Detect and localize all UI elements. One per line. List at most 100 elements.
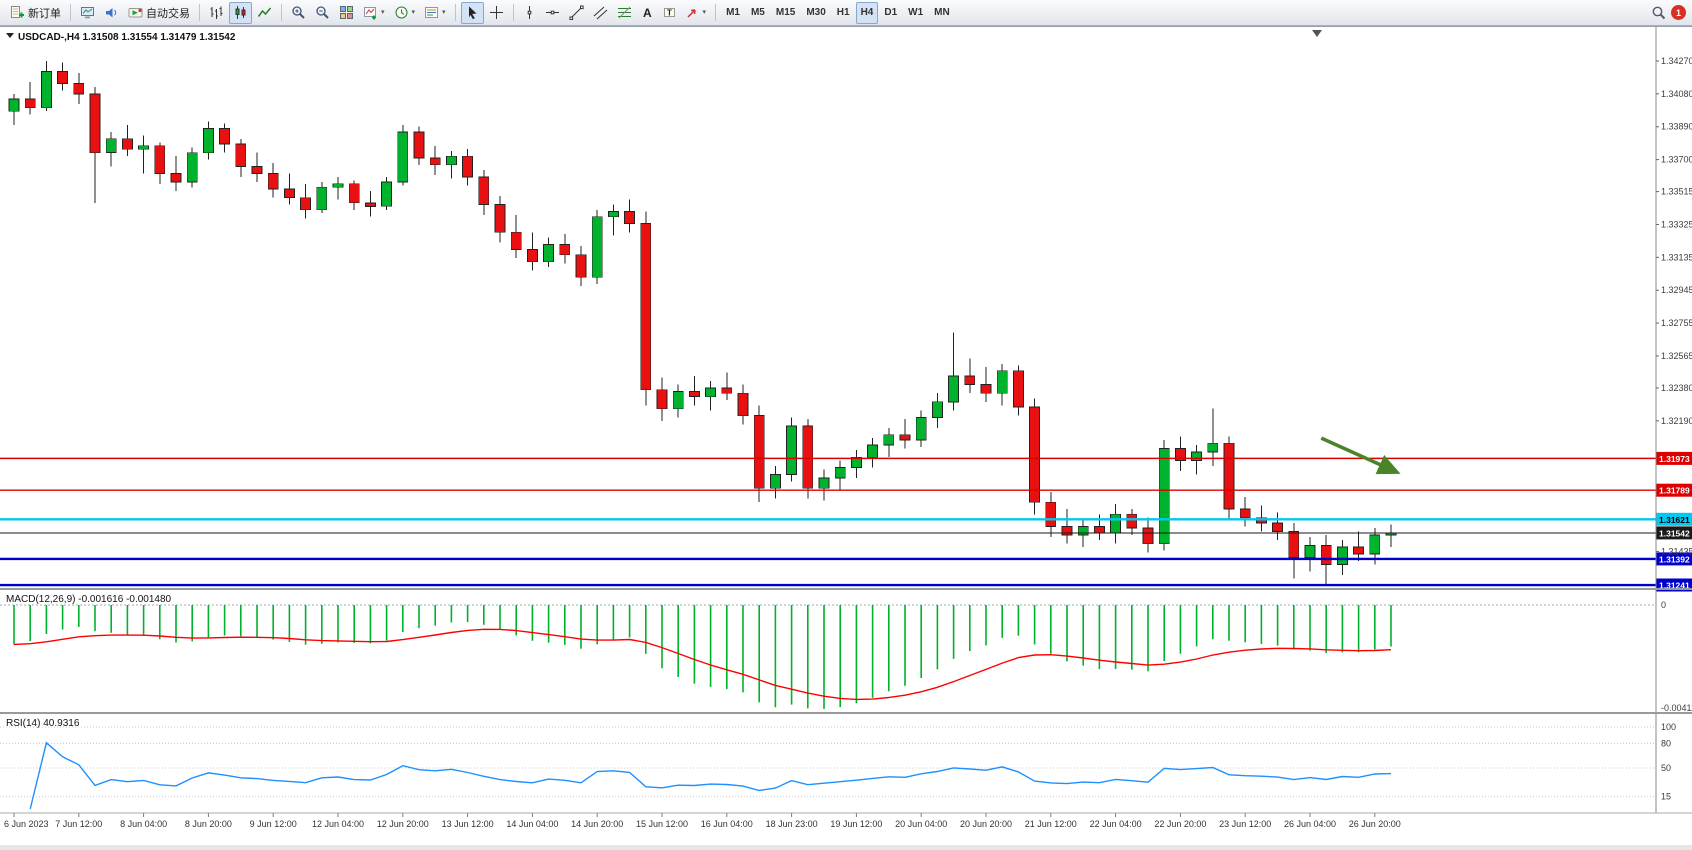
time-axis-label: 22 Jun 20:00 (1154, 819, 1206, 829)
candle (802, 425, 814, 489)
candle (41, 71, 52, 109)
timeframe-button-d1[interactable]: D1 (884, 7, 898, 18)
bar-chart-mode-button[interactable] (205, 2, 228, 24)
trendline-tool-button[interactable] (565, 2, 588, 24)
candle (445, 155, 457, 166)
candle (640, 223, 652, 391)
dropdown-caret-icon: ▾ (702, 9, 707, 16)
cursor-icon (468, 6, 477, 20)
candle (348, 183, 360, 204)
indicators-menu-button[interactable]: ▾ (359, 2, 389, 24)
candle (818, 477, 830, 489)
time-axis-label: 9 Jun 12:00 (250, 819, 297, 829)
timeframe-button-w1[interactable]: W1 (908, 7, 924, 18)
timeframe-button-h4[interactable]: H4 (855, 1, 879, 24)
horizontal-line-tool-button[interactable] (541, 2, 564, 24)
candle (672, 390, 684, 410)
channel-icon (593, 6, 607, 20)
candle (283, 188, 295, 199)
text-tool-button[interactable]: A (637, 2, 658, 24)
chart-shift-marker[interactable] (1312, 30, 1322, 37)
candle (381, 181, 393, 207)
candle (170, 172, 182, 183)
line-chart-mode-button[interactable] (253, 2, 276, 24)
templates-icon (425, 7, 439, 18)
time-axis-label: 13 Jun 12:00 (442, 819, 494, 829)
svg-text:A: A (643, 6, 652, 20)
timeframe-button-mn[interactable]: MN (934, 7, 950, 18)
one-click-trading-toggle[interactable] (6, 33, 14, 38)
fibonacci-tool-button[interactable] (613, 2, 636, 24)
candle (932, 401, 943, 418)
ohlc-high: 1.31554 (121, 32, 158, 43)
candle (624, 211, 635, 225)
text-label-icon: T (663, 8, 675, 18)
candle (689, 390, 700, 397)
time-axis-label: 20 Jun 04:00 (895, 819, 947, 829)
periods-menu-button[interactable]: ▾ (390, 2, 420, 24)
toolbar-separator (70, 4, 71, 21)
chart-canvas[interactable]: 0 -0.004113 100 80 50 15 1.31973 1.31789 1.316… (0, 27, 1692, 845)
candle (786, 425, 797, 475)
alerts-button[interactable] (100, 2, 123, 24)
trend-arrow-annotation[interactable] (1320, 436, 1401, 475)
price-axis-label: 1.32190 (1661, 416, 1692, 426)
text-label-tool-button[interactable]: T (659, 2, 680, 24)
toolbar-separator (512, 4, 514, 21)
arrows-tool-button[interactable]: ▾ (681, 2, 711, 24)
candle (1369, 534, 1381, 555)
macd-indicator-label: MACD(12,26,9) -0.001616 -0.001480 (6, 594, 172, 605)
crosshair-tool-button[interactable] (485, 2, 508, 24)
new-order-button[interactable]: 新订单 (6, 2, 65, 24)
search-icon (1652, 6, 1666, 20)
candle (851, 456, 862, 469)
vertical-line-tool-button[interactable] (519, 2, 540, 24)
zoom-out-icon (316, 6, 329, 19)
timeframe-button-m1[interactable]: M1 (726, 7, 740, 18)
time-axis-label: 26 Jun 04:00 (1284, 819, 1336, 829)
candle (1094, 525, 1105, 534)
candlestick-chart-icon (235, 6, 246, 19)
time-axis-label: 20 Jun 20:00 (960, 819, 1012, 829)
tile-windows-button[interactable] (335, 2, 358, 24)
zoom-in-button[interactable] (287, 2, 310, 24)
rsi-indicator-label: RSI(14) 40.9316 (6, 718, 80, 729)
candle (510, 231, 522, 251)
candle (219, 128, 231, 145)
cursor-tool-button[interactable] (460, 1, 484, 24)
svg-text:T: T (667, 9, 672, 18)
notification-badge[interactable]: 1 (1671, 5, 1686, 20)
terminal-button[interactable] (76, 2, 99, 24)
candle (1288, 531, 1300, 558)
candle (1142, 527, 1154, 545)
candle (1223, 442, 1235, 510)
candle (591, 216, 603, 278)
price-axis-label: 1.33515 (1661, 187, 1692, 197)
candlestick-mode-button[interactable] (229, 1, 252, 24)
candle (202, 128, 214, 154)
macd-signal-line (13, 628, 1392, 701)
candle (721, 387, 733, 394)
time-axis-label: 12 Jun 04:00 (312, 819, 364, 829)
price-axis-label: 1.32945 (1661, 285, 1692, 295)
candle (1077, 525, 1089, 536)
zoom-out-button[interactable] (311, 2, 334, 24)
templates-menu-button[interactable]: ▾ (420, 2, 450, 24)
timeframe-button-h1[interactable]: H1 (836, 7, 850, 18)
chart-window: 0 -0.004113 100 80 50 15 1.31973 1.31789 1.316… (0, 26, 1692, 845)
rsi-axis-label: 15 (1661, 792, 1671, 802)
candle (462, 155, 474, 178)
price-axis-label: 1.33135 (1661, 252, 1692, 262)
new-order-label: 新订单 (28, 7, 61, 20)
time-axis-label: 22 Jun 04:00 (1090, 819, 1142, 829)
search-button[interactable] (1647, 2, 1670, 24)
timeframe-button-m5[interactable]: M5 (750, 7, 765, 18)
candle (1272, 522, 1283, 532)
autotrading-button[interactable]: 自动交易 (124, 2, 194, 24)
time-axis-label: 26 Jun 20:00 (1349, 819, 1401, 829)
timeframe-button-m15[interactable]: M15 (775, 7, 796, 18)
timeframe-button-m30[interactable]: M30 (806, 7, 826, 18)
time-axis-label: 14 Jun 04:00 (506, 819, 558, 829)
channel-tool-button[interactable] (589, 2, 612, 24)
macd-axis-label: -0.004113 (1661, 703, 1692, 713)
